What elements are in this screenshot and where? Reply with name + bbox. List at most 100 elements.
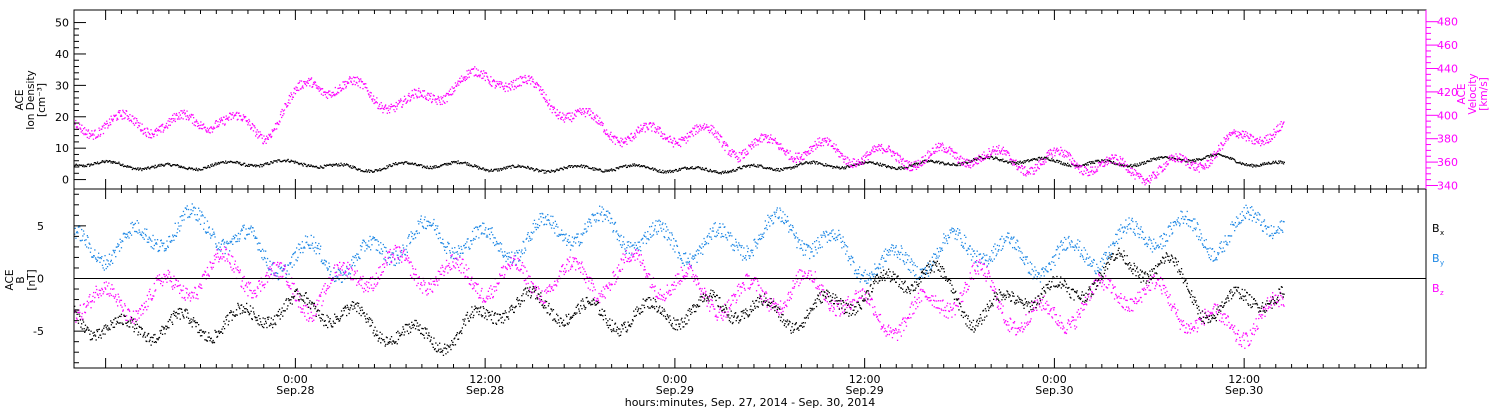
data-point: [478, 168, 480, 170]
data-point: [232, 161, 234, 164]
data-point: [504, 251, 506, 253]
data-point: [858, 164, 860, 166]
data-point: [1091, 162, 1093, 164]
data-point: [561, 116, 563, 118]
data-point: [1239, 131, 1241, 134]
data-point: [74, 165, 76, 167]
data-point: [176, 164, 179, 166]
data-point: [823, 140, 825, 142]
data-point: [236, 111, 238, 114]
data-point: [700, 129, 702, 131]
data-point: [1021, 164, 1023, 167]
data-point: [1064, 149, 1066, 152]
data-point: [824, 236, 827, 238]
data-point: [463, 79, 465, 81]
data-point: [283, 113, 285, 115]
data-point: [558, 114, 560, 116]
data-point: [618, 140, 620, 143]
data-point: [1076, 166, 1079, 169]
data-point: [402, 163, 405, 165]
data-point: [158, 165, 160, 167]
data-point: [1022, 168, 1024, 170]
data-point: [961, 157, 963, 159]
data-point: [295, 259, 297, 261]
data-point: [1271, 162, 1274, 164]
data-point: [1178, 157, 1180, 159]
data-point: [736, 246, 739, 248]
data-point: [458, 247, 460, 249]
data-point: [1277, 163, 1279, 165]
data-point: [365, 170, 367, 172]
data-point: [261, 134, 263, 136]
data-point: [635, 244, 637, 246]
data-point: [1150, 158, 1152, 160]
data-point: [1038, 156, 1040, 158]
data-point: [473, 165, 475, 168]
data-point: [689, 136, 691, 138]
data-point: [165, 125, 167, 127]
data-point: [610, 139, 613, 141]
data-point: [211, 234, 213, 237]
data-point: [910, 165, 912, 167]
data-point: [712, 170, 714, 173]
data-point: [481, 232, 483, 234]
data-point: [683, 139, 686, 141]
data-point: [225, 162, 228, 164]
data-point: [254, 127, 256, 129]
data-point: [931, 160, 933, 162]
data-point: [829, 165, 832, 168]
data-point: [735, 168, 738, 171]
data-point: [1228, 133, 1230, 135]
data-point: [633, 247, 636, 249]
data-point: [253, 125, 256, 127]
data-point: [1238, 162, 1240, 164]
data-point: [1210, 153, 1212, 155]
data-point: [1189, 159, 1191, 161]
data-point: [144, 233, 147, 236]
data-point: [1022, 161, 1024, 163]
data-point: [1094, 160, 1096, 162]
data-point: [731, 235, 733, 237]
data-point: [455, 251, 457, 254]
data-point: [159, 129, 161, 132]
data-point: [1004, 160, 1006, 162]
data-point: [227, 117, 229, 119]
data-point: [454, 82, 457, 84]
data-point: [460, 80, 462, 83]
data-point: [1054, 161, 1056, 163]
data-point: [286, 270, 288, 272]
data-point: [326, 92, 328, 94]
data-point: [1135, 165, 1138, 167]
data-point: [405, 248, 407, 251]
data-point: [1152, 171, 1154, 173]
data-point: [750, 164, 753, 166]
data-point: [333, 93, 335, 95]
data-point: [295, 161, 297, 164]
data-point: [302, 251, 304, 254]
data-point: [515, 87, 517, 89]
data-point: [1121, 165, 1123, 168]
data-point: [1282, 122, 1284, 124]
data-point: [1033, 158, 1035, 160]
data-point: [587, 167, 590, 169]
data-point: [714, 130, 717, 132]
data-point: [765, 168, 768, 170]
data-point: [985, 156, 987, 158]
data-point: [733, 170, 735, 172]
data-point: [639, 246, 641, 248]
data-point: [165, 163, 167, 165]
data-point: [132, 115, 134, 117]
data-point: [576, 110, 578, 112]
data-point: [265, 142, 267, 144]
data-point: [584, 165, 587, 167]
data-point: [150, 246, 152, 248]
data-point: [383, 167, 386, 169]
data-point: [1186, 158, 1188, 161]
data-point: [846, 246, 849, 248]
data-point: [101, 128, 103, 130]
data-point: [268, 163, 270, 166]
data-point: [99, 135, 101, 137]
data-point: [1145, 162, 1147, 164]
data-point: [706, 169, 708, 171]
data-point: [1227, 137, 1230, 140]
